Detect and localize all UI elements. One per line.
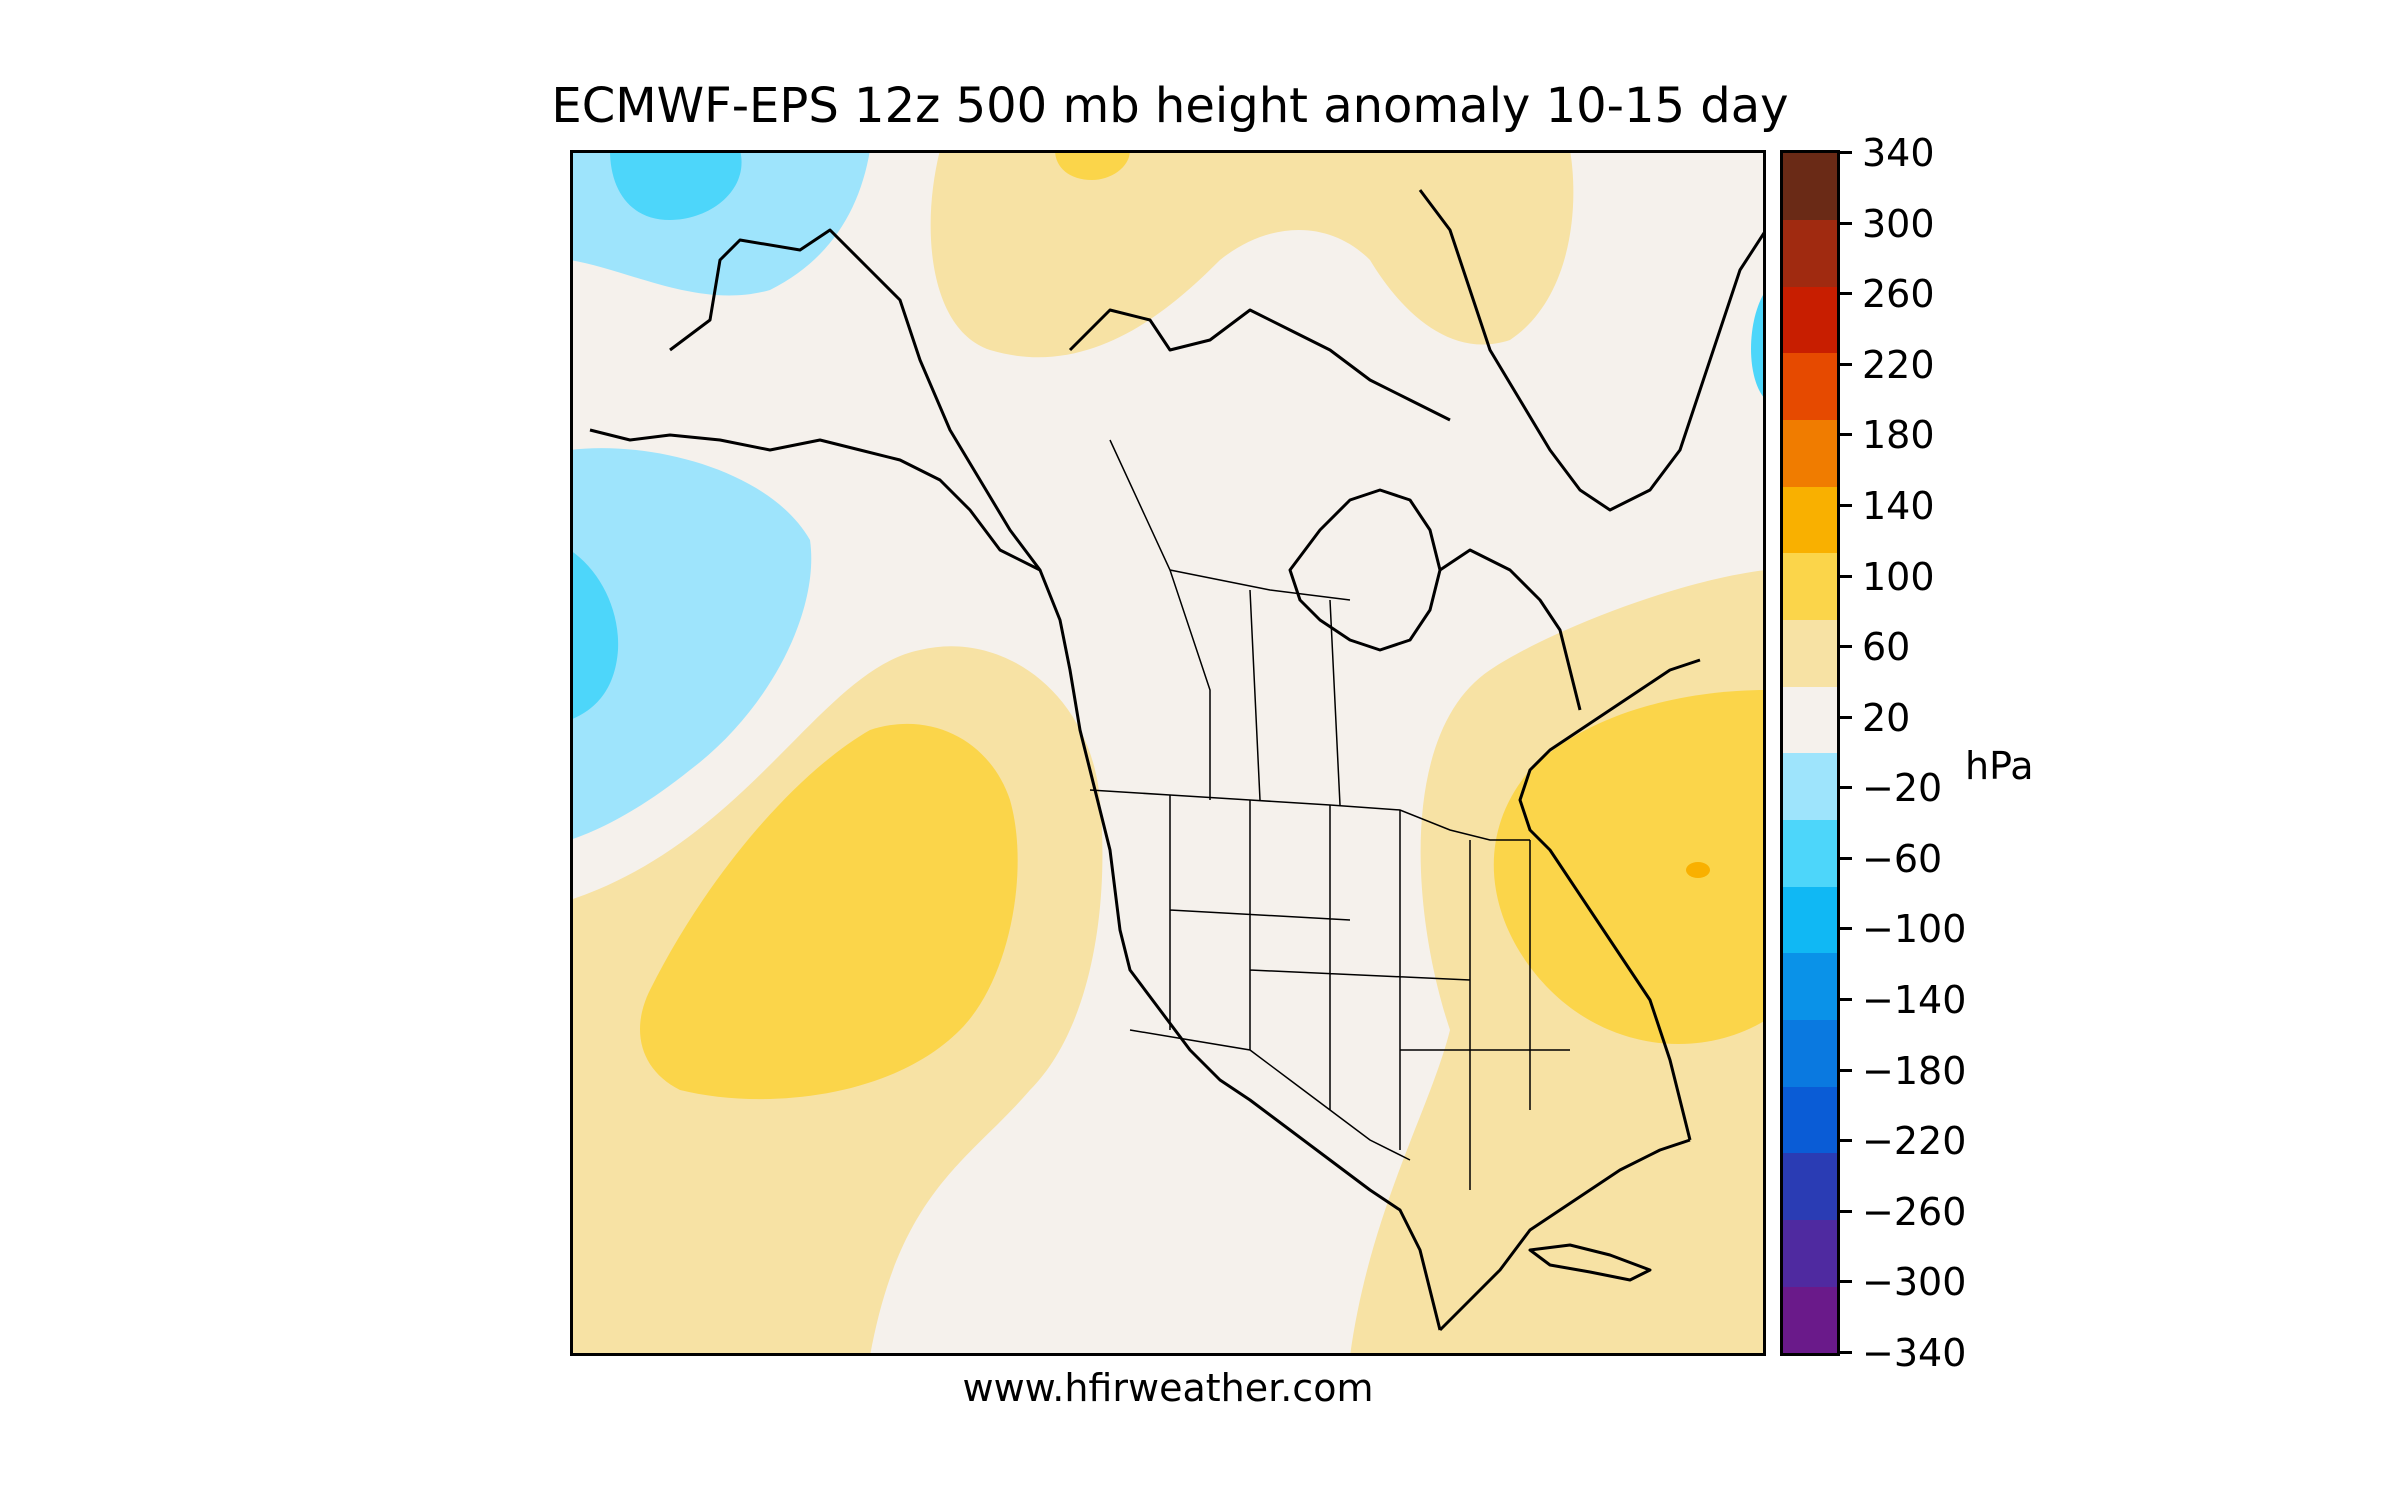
- colorbar-tick-label: 60: [1862, 625, 1911, 670]
- page-title: ECMWF-EPS 12z 500 mb height anomaly 10-1…: [551, 78, 1789, 134]
- colorbar-segment: [1783, 819, 1837, 887]
- colorbar-tick-mark: [1840, 503, 1852, 507]
- colorbar-segment: [1783, 1286, 1837, 1354]
- anomaly-positive-east-core: [1493, 690, 1766, 1044]
- colorbar-tick-label: 100: [1862, 554, 1935, 599]
- us-canada-border: [1089, 789, 1530, 841]
- coastline-alaska: [589, 228, 1042, 572]
- colorbar-segment: [1783, 153, 1837, 221]
- colorbar-segment: [1783, 486, 1837, 554]
- coastline-greenland: [1418, 189, 1766, 512]
- coastline-labrador: [1439, 548, 1582, 711]
- anomaly-positive-arctic: [930, 150, 1574, 358]
- colorbar-tick-mark: [1840, 1280, 1852, 1284]
- state-boundaries: [1169, 795, 1570, 1190]
- colorbar-tick-label: −300: [1862, 1260, 1967, 1305]
- colorbar-segment: [1783, 1086, 1837, 1154]
- anomaly-map: [570, 150, 1766, 1356]
- colorbar-tick-label: 260: [1862, 272, 1935, 317]
- colorbar-tick-mark: [1840, 1209, 1852, 1213]
- colorbar-tick-label: 300: [1862, 201, 1935, 246]
- colorbar-tick-label: 340: [1862, 131, 1935, 175]
- colorbar-tick-mark: [1840, 1068, 1852, 1072]
- colorbar-unit-label: hPa: [1965, 744, 2034, 788]
- coastline-hudson-bay: [1288, 488, 1442, 652]
- map-border: [570, 150, 1766, 1356]
- colorbar-tick-mark: [1840, 645, 1852, 649]
- colorbar-tick-mark: [1840, 362, 1852, 366]
- footer-url: www.hfirweather.com: [962, 1366, 1374, 1410]
- province-boundaries: [1109, 439, 1351, 806]
- political-boundaries: [1089, 439, 1570, 1190]
- coastline-atlantic: [1518, 658, 1701, 1141]
- colorbar-tick-mark: [1840, 1139, 1852, 1143]
- colorbar-segment: [1783, 1219, 1837, 1287]
- colorbar-segment: [1783, 886, 1837, 954]
- anomaly-positive-west-core: [640, 723, 1018, 1100]
- colorbar-tick-label: −180: [1862, 1048, 1967, 1093]
- anomaly-positive-arctic-core: [1055, 150, 1130, 180]
- colorbar-tick-mark: [1840, 221, 1852, 225]
- coastline-gulf: [1438, 1138, 1691, 1332]
- colorbar-tick-label: 180: [1862, 413, 1935, 458]
- colorbar-segment: [1783, 953, 1837, 1021]
- colorbar-tick-label: 220: [1862, 342, 1935, 387]
- colorbar-tick-mark: [1840, 715, 1852, 719]
- colorbar-tick-mark: [1840, 292, 1852, 296]
- colorbar-segment: [1783, 419, 1837, 487]
- colorbar-segment: [1783, 686, 1837, 754]
- anomaly-negative-pacific: [570, 448, 812, 840]
- colorbar-ticks: 340 300 260 220 180 140 100 60 20 −20 −60 −100 −140 −…: [1840, 131, 2040, 1375]
- colorbar-segment: [1783, 619, 1837, 687]
- colorbar-tick-label: −140: [1862, 978, 1967, 1023]
- colorbar-tick-mark: [1840, 1351, 1852, 1354]
- colorbar-tick-label: −100: [1862, 907, 1967, 952]
- colorbar-segment: [1783, 553, 1837, 621]
- colorbar: [1780, 150, 1840, 1356]
- colorbar-tick-mark: [1840, 433, 1852, 437]
- colorbar-tick-mark: [1840, 786, 1852, 790]
- anomaly-negative-pacific-core: [570, 550, 619, 720]
- colorbar-segment: [1783, 753, 1837, 821]
- colorbar-tick-mark: [1840, 998, 1852, 1002]
- colorbar-tick-mark: [1840, 151, 1852, 154]
- coastline-arctic-islands: [1068, 308, 1451, 422]
- colorbar-tick-mark: [1840, 856, 1852, 860]
- colorbar-segment: [1783, 353, 1837, 421]
- colorbar-tick-label: −60: [1862, 836, 1943, 881]
- anomaly-negative-northwest-core: [610, 150, 742, 220]
- us-mexico-border: [1129, 1029, 1411, 1161]
- coastline-cuba: [1528, 1243, 1652, 1282]
- map-panel: [570, 150, 1766, 1356]
- anomaly-negative-greenland-edge: [1751, 290, 1766, 400]
- colorbar-tick-label: −220: [1862, 1119, 1967, 1164]
- colorbar-tick-mark: [1840, 574, 1852, 578]
- colorbar-segment: [1783, 1019, 1837, 1087]
- colorbar-tick-label: −20: [1862, 766, 1943, 811]
- colorbar-tick-label: 140: [1862, 483, 1935, 528]
- coastline-pacific: [1038, 569, 1442, 1331]
- colorbar-tick-label: −260: [1862, 1189, 1967, 1234]
- anomaly-positive-east-peak: [1686, 862, 1710, 878]
- colorbar-tick-label: 20: [1862, 695, 1911, 740]
- colorbar-tick-label: −340: [1862, 1331, 1967, 1375]
- coastlines: [589, 189, 1766, 1332]
- colorbar-segment: [1783, 219, 1837, 287]
- colorbar-segment: [1783, 286, 1837, 354]
- colorbar-segment: [1783, 1153, 1837, 1221]
- colorbar-tick-mark: [1840, 927, 1852, 931]
